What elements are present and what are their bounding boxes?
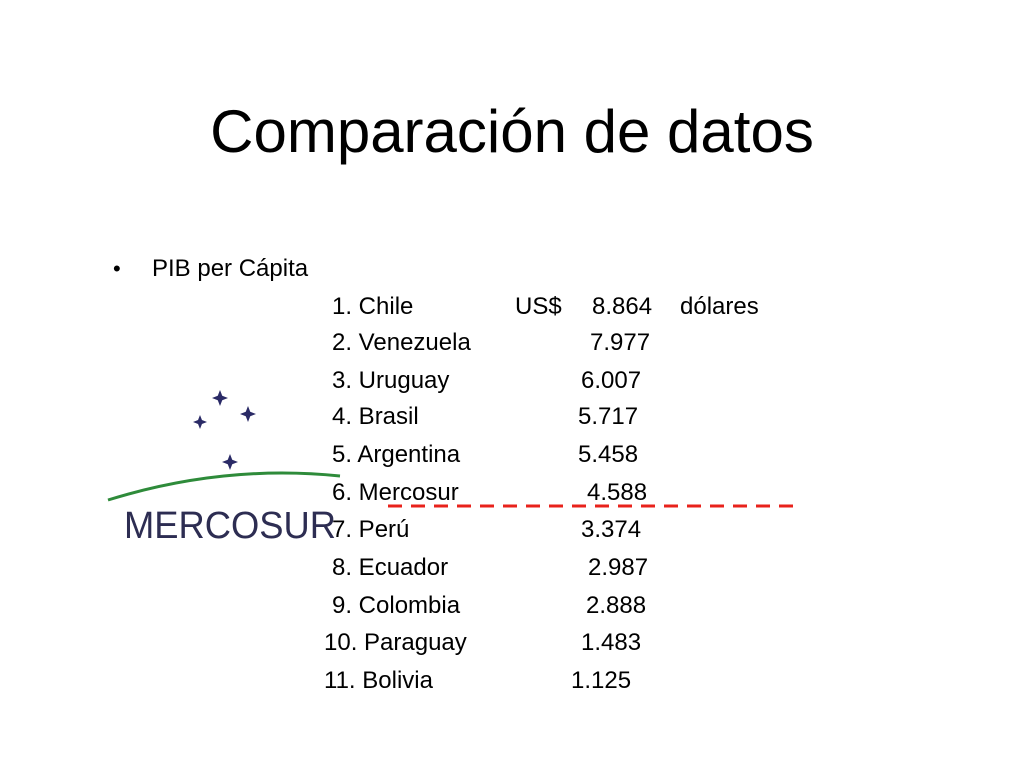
logo-star-icon [212, 390, 228, 406]
country-name: 2. Venezuela [332, 329, 471, 356]
country-name: 6. Mercosur [332, 479, 459, 506]
gdp-value: 5.458 [578, 441, 639, 468]
gdp-row: 10. Paraguay 1.483 [0, 627, 1024, 659]
country-name: 11. Bolivia [324, 667, 433, 694]
logo-text: MERCOSUR [124, 505, 336, 547]
slide-title: Comparación de datos [210, 98, 814, 165]
logo-star-icon [222, 454, 238, 470]
gdp-value: 2.888 [586, 592, 647, 619]
logo-star-icon [193, 415, 207, 429]
gdp-value: 2.987 [588, 554, 649, 581]
country-name: 5. Argentina [332, 441, 461, 468]
gdp-row: 1. Chile US$ 8.864 dólares [0, 291, 1024, 323]
gdp-value: 7.977 [590, 329, 651, 356]
gdp-row: 9. Colombia 2.888 [0, 590, 1024, 622]
gdp-row: 4. Brasil 5.717 [0, 401, 1024, 433]
gdp-value: 3.374 [581, 516, 642, 543]
gdp-row: 11. Bolivia 1.125 [0, 665, 1024, 697]
currency-label: US$ [515, 293, 562, 320]
gdp-value: 1.483 [581, 629, 642, 656]
country-name: 9. Colombia [332, 592, 461, 619]
gdp-value: 8.864 [592, 293, 653, 320]
bullet-label: PIB per Cápita [152, 255, 309, 282]
gdp-row: 3. Uruguay 6.007 [0, 365, 1024, 397]
country-name: 3. Uruguay [332, 367, 450, 394]
country-name: 4. Brasil [332, 403, 419, 430]
country-name: 10. Paraguay [324, 629, 467, 656]
gdp-value: 5.717 [578, 403, 639, 430]
unit-label: dólares [680, 293, 759, 320]
gdp-value: 4.588 [587, 479, 648, 506]
gdp-row: 2. Venezuela 7.977 [0, 327, 1024, 359]
country-name: 8. Ecuador [332, 554, 449, 581]
gdp-value: 6.007 [581, 367, 642, 394]
gdp-row: 6. Mercosur 4.588 [0, 477, 1024, 509]
logo-arc [107, 471, 341, 502]
gdp-row: 7. Perú 3.374 [0, 514, 1024, 546]
gdp-value: 1.125 [571, 667, 632, 694]
country-name: 1. Chile [332, 293, 414, 320]
mercosur-logo: MERCOSUR [107, 390, 341, 547]
gdp-row: 8. Ecuador 2.987 [0, 552, 1024, 584]
gdp-row: 5. Argentina 5.458 [0, 439, 1024, 471]
country-name: 7. Perú [332, 516, 410, 543]
logo-star-icon [240, 406, 256, 422]
bullet-dot: • [113, 256, 121, 281]
